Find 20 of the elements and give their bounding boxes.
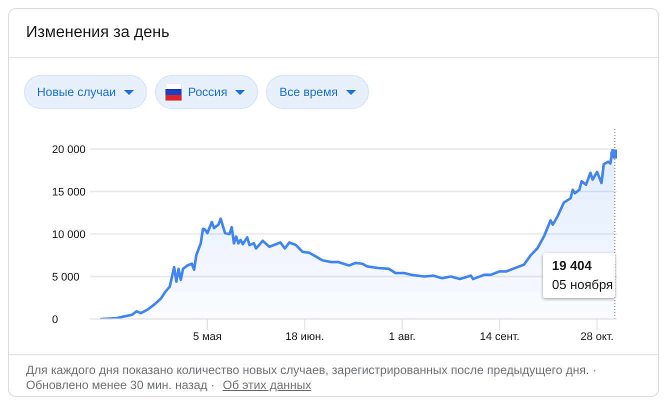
tooltip-box: 19 404 05 ноября: [543, 253, 615, 298]
x-tick-label: 5 мая: [192, 330, 222, 343]
x-tick-label: 28 окт.: [580, 330, 614, 343]
y-tick-label: 10 000: [52, 228, 86, 241]
x-tick-label: 1 авг.: [388, 330, 416, 343]
x-tick-label: 18 июн.: [285, 330, 324, 343]
x-tick-label: 14 сент.: [480, 330, 520, 343]
annotation: 19 404: [552, 258, 592, 273]
chart-title: Изменения за день: [26, 24, 170, 41]
y-tick-label: 20 000: [52, 144, 86, 156]
text: Об этих данных: [222, 378, 312, 392]
annotation: 05 ноября: [552, 277, 614, 292]
y-tick-label: 0: [52, 314, 58, 326]
y-tick-label: 5 000: [52, 271, 80, 284]
dropdown-button[interactable]: Новые случаи: [24, 75, 147, 109]
dropdown-button[interactable]: Все время: [266, 75, 369, 109]
text: Обновлено менее 30 мин. назад ·: [26, 378, 215, 392]
y-tick-label: 15 000: [52, 186, 86, 198]
dropdown-button[interactable]: Россия: [154, 75, 258, 109]
text: Для каждого дня показано количество новых случаев, зарегистрированных после предыдущего дня. ·: [26, 363, 597, 377]
